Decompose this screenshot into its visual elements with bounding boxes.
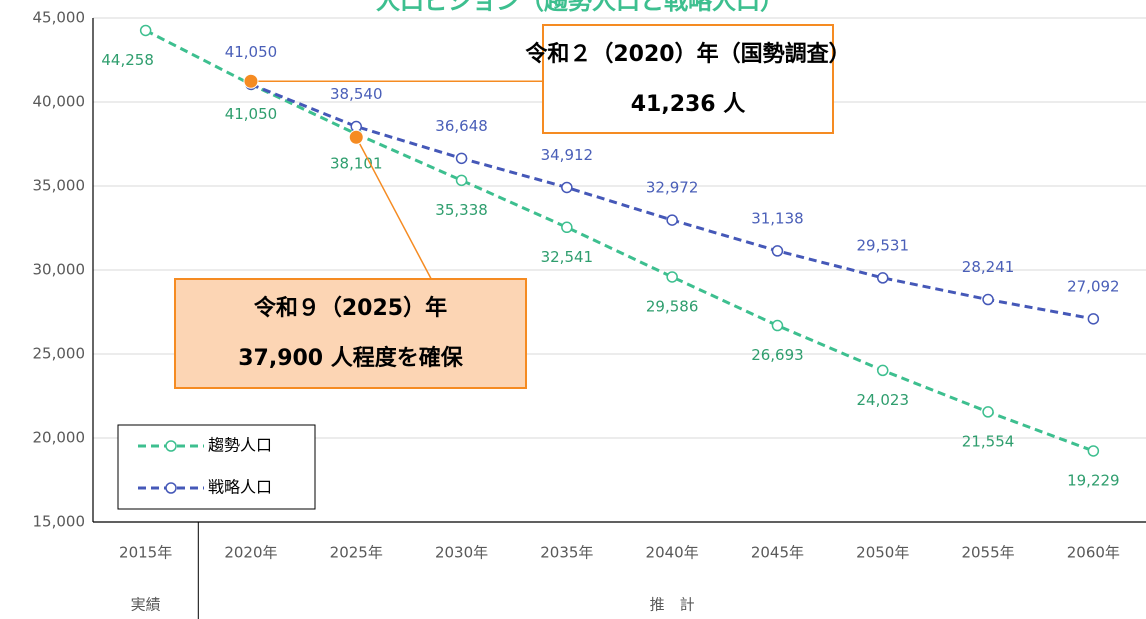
data-point (561, 221, 573, 234)
data-label: 44,258 (101, 51, 154, 69)
data-label: 21,554 (962, 432, 1015, 450)
y-tick-label: 30,000 (33, 261, 86, 279)
x-tick-label: 2040年 (646, 544, 699, 562)
data-point (455, 152, 468, 165)
x-tick-label: 2015年 (119, 544, 172, 562)
x-tick-label: 2050年 (856, 544, 909, 562)
data-point (877, 364, 889, 377)
data-label: 35,338 (435, 201, 488, 219)
annotation-box (174, 278, 527, 389)
annotation-text: 令和９（2025）年 (254, 295, 447, 321)
x-group-label: 推 計 (650, 596, 695, 614)
legend-marker (165, 440, 177, 452)
data-point (455, 174, 468, 187)
annotation-text: 令和２（2020）年（国勢調査） (525, 41, 850, 67)
data-label: 41,050 (225, 43, 278, 61)
data-point (982, 406, 994, 418)
data-label: 29,586 (646, 297, 699, 315)
x-group-label: 実績 (131, 596, 161, 614)
legend-label: 戦略人口 (208, 478, 272, 497)
y-tick-label: 40,000 (33, 93, 86, 111)
data-label: 28,241 (962, 258, 1015, 276)
legend-marker (165, 482, 177, 494)
legend-box (117, 424, 316, 510)
y-tick-label: 15,000 (33, 513, 86, 531)
data-point (666, 214, 678, 226)
data-label: 26,693 (751, 346, 804, 364)
data-point (771, 245, 784, 257)
x-tick-label: 2030年 (435, 544, 488, 562)
data-label: 41,050 (225, 105, 278, 123)
data-label: 31,138 (751, 209, 804, 227)
data-label: 27,092 (1067, 277, 1120, 295)
x-tick-label: 2020年 (224, 544, 277, 562)
data-label: 24,023 (857, 391, 910, 409)
x-tick-label: 2025年 (330, 544, 383, 562)
x-tick-label: 2045年 (751, 544, 804, 562)
data-point (1087, 445, 1100, 457)
x-tick-label: 2055年 (961, 544, 1014, 562)
data-point (982, 293, 994, 306)
data-label: 38,101 (330, 154, 383, 172)
data-label: 19,229 (1067, 471, 1120, 489)
annotation-point (348, 129, 364, 145)
y-tick-label: 45,000 (33, 9, 86, 27)
data-label: 32,972 (646, 179, 699, 197)
annotation-text: 41,236 人 (631, 92, 746, 117)
series-line (144, 29, 1094, 453)
data-point (877, 272, 889, 284)
annotation-text: 37,900 人程度を確保 (238, 345, 464, 371)
data-point (666, 271, 678, 283)
legend-label: 趨勢人口 (208, 436, 272, 455)
data-point (1087, 313, 1100, 325)
data-label: 34,912 (541, 146, 594, 164)
data-point (771, 319, 784, 332)
data-label: 29,531 (857, 236, 910, 254)
data-point (139, 24, 152, 37)
x-tick-label: 2035年 (540, 544, 593, 562)
annotation-point (243, 73, 259, 89)
annotation-box (542, 24, 834, 134)
y-tick-label: 20,000 (33, 429, 86, 447)
y-tick-label: 25,000 (33, 345, 86, 363)
data-point (561, 181, 573, 194)
y-tick-label: 35,000 (33, 177, 86, 195)
x-tick-label: 2060年 (1067, 544, 1120, 562)
annotation-connector (355, 136, 432, 280)
chart-title: 人口ビジョン（趨勢人口と戦略人口） (376, 0, 784, 15)
data-label: 38,540 (330, 85, 383, 103)
data-label: 32,541 (541, 248, 594, 266)
data-label: 36,648 (435, 117, 488, 135)
